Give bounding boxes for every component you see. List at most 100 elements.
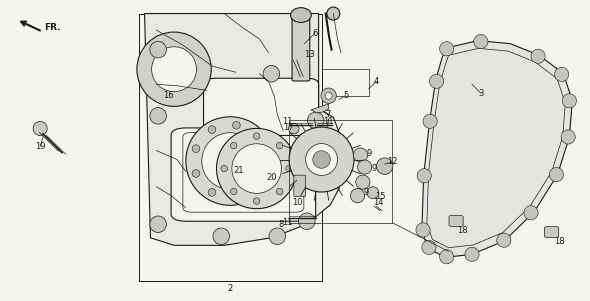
Text: 21: 21 [234,166,244,175]
Text: 4: 4 [374,77,379,86]
Text: 12: 12 [387,157,398,166]
Ellipse shape [137,32,211,106]
Bar [139,14,322,281]
Ellipse shape [152,47,196,92]
Ellipse shape [524,206,538,220]
Ellipse shape [376,158,393,174]
Text: 11: 11 [323,117,333,126]
Ellipse shape [562,94,576,108]
Ellipse shape [416,223,430,237]
Ellipse shape [299,213,315,229]
FancyBboxPatch shape [171,128,316,221]
Ellipse shape [186,117,274,205]
Ellipse shape [263,157,270,165]
Ellipse shape [423,114,437,129]
FancyBboxPatch shape [204,78,319,135]
Ellipse shape [208,126,216,133]
Ellipse shape [254,134,262,141]
Ellipse shape [253,198,260,204]
Ellipse shape [356,175,370,189]
Ellipse shape [231,188,237,195]
Ellipse shape [531,49,545,64]
Ellipse shape [213,228,230,244]
Ellipse shape [440,42,454,56]
Ellipse shape [217,129,297,209]
Text: 20: 20 [266,173,277,182]
Ellipse shape [358,160,372,174]
Text: 18: 18 [554,237,565,246]
Ellipse shape [289,123,299,134]
Ellipse shape [150,108,166,124]
Ellipse shape [232,144,281,193]
Ellipse shape [150,216,166,232]
Ellipse shape [231,142,237,149]
Bar [289,120,392,223]
Ellipse shape [192,145,200,153]
Ellipse shape [549,167,563,182]
Text: 9: 9 [363,188,368,197]
Text: 18: 18 [457,226,467,235]
Ellipse shape [313,151,330,168]
Ellipse shape [497,233,511,247]
Polygon shape [311,104,329,113]
Ellipse shape [254,181,262,188]
Text: 3: 3 [478,89,484,98]
Ellipse shape [192,169,200,177]
Ellipse shape [307,112,324,129]
Text: 13: 13 [304,50,314,59]
Ellipse shape [33,121,47,136]
Text: 10: 10 [292,198,303,207]
Ellipse shape [306,144,337,175]
FancyBboxPatch shape [294,175,306,197]
Ellipse shape [422,240,436,255]
Text: 8: 8 [278,220,284,229]
Text: 5: 5 [343,91,348,100]
Ellipse shape [321,88,336,103]
Text: 11: 11 [282,218,293,227]
Ellipse shape [417,169,431,183]
Ellipse shape [561,130,575,144]
Polygon shape [422,41,572,257]
Ellipse shape [269,228,286,244]
Text: 9: 9 [367,149,372,158]
Ellipse shape [367,187,379,199]
Ellipse shape [221,165,227,172]
Ellipse shape [555,67,569,82]
Ellipse shape [276,142,283,149]
FancyBboxPatch shape [449,216,463,226]
Ellipse shape [327,7,340,20]
Text: 11: 11 [282,117,293,126]
Text: 15: 15 [375,192,385,201]
Ellipse shape [208,189,216,196]
Ellipse shape [150,42,166,58]
Ellipse shape [474,34,488,49]
Text: 14: 14 [373,198,384,207]
Polygon shape [145,14,339,245]
Ellipse shape [353,148,368,162]
Text: 17: 17 [283,123,293,132]
Ellipse shape [289,127,354,192]
FancyBboxPatch shape [292,12,310,81]
Ellipse shape [286,165,293,172]
Ellipse shape [290,8,312,23]
Text: 2: 2 [228,284,232,293]
Text: 7: 7 [325,110,331,119]
Ellipse shape [325,92,332,99]
Ellipse shape [440,250,454,264]
Ellipse shape [350,188,365,203]
FancyBboxPatch shape [545,227,559,237]
Ellipse shape [253,133,260,139]
Ellipse shape [465,247,479,262]
Text: 9: 9 [372,164,376,173]
Bar [322,69,369,96]
Ellipse shape [263,66,280,82]
Ellipse shape [276,188,283,195]
Text: 19: 19 [35,142,45,151]
Ellipse shape [232,193,240,200]
Text: FR.: FR. [44,23,61,32]
Ellipse shape [202,133,258,189]
Text: 6: 6 [312,29,318,38]
Ellipse shape [430,74,444,88]
Text: 16: 16 [163,91,174,100]
Ellipse shape [232,122,240,129]
